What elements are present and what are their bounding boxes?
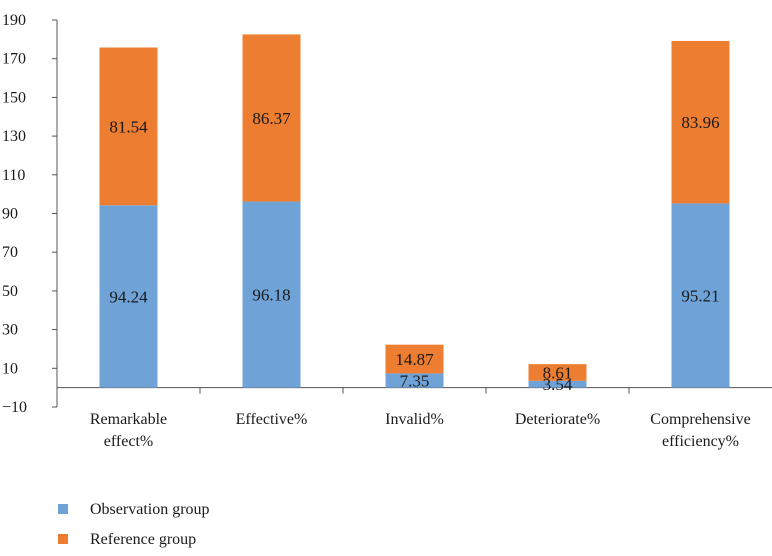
y-tick-label: 90 — [2, 206, 18, 223]
legend-label: Reference group — [90, 531, 196, 548]
y-tick-label: 70 — [2, 244, 18, 261]
legend: Observation group Reference group — [58, 501, 210, 548]
y-tick-label: 30 — [2, 322, 18, 339]
bar-segment-observation — [671, 203, 730, 388]
x-category-label: Remarkable — [90, 411, 167, 428]
data-label: 96.18 — [252, 286, 290, 305]
data-label: 14.87 — [395, 350, 434, 369]
bar-segment-observation — [385, 373, 444, 388]
data-label: 8.61 — [543, 363, 573, 382]
x-category-label: efficiency% — [662, 433, 739, 450]
bar-segment-observation — [242, 201, 301, 388]
y-tick-label: 50 — [2, 283, 18, 300]
data-label: 94.24 — [109, 287, 148, 306]
legend-label: Observation group — [90, 501, 210, 518]
bar-segment-reference — [242, 34, 301, 202]
bar-segment-reference — [385, 344, 444, 374]
data-label: 81.54 — [109, 117, 148, 136]
bar-segment-reference — [99, 47, 158, 206]
bar-segment-observation — [99, 205, 158, 388]
legend-swatch — [58, 504, 68, 514]
bar-segment-reference — [528, 364, 587, 381]
y-tick-label: 110 — [2, 167, 25, 184]
x-category-label: Comprehensive — [650, 411, 750, 428]
axes: −10 10 30 50 70 90 110 130 150 170 190 Remarkable ef… — [2, 12, 772, 450]
y-tick-label: 170 — [2, 51, 26, 68]
legend-swatch — [58, 534, 68, 544]
y-tick-label: 150 — [2, 89, 26, 106]
x-category-label: Invalid% — [385, 411, 444, 428]
bar-segment-observation — [528, 380, 587, 388]
data-label: 7.35 — [400, 372, 430, 391]
y-tick-label: 130 — [2, 128, 26, 145]
y-tick-label: 190 — [2, 12, 26, 29]
y-tick-label: 10 — [2, 360, 18, 377]
data-label: 95.21 — [681, 287, 719, 306]
data-label: 3.54 — [543, 375, 573, 394]
data-label: 83.96 — [681, 113, 719, 132]
x-category-label: Deteriorate% — [515, 411, 600, 428]
bars — [99, 34, 730, 388]
y-tick-label: −10 — [2, 399, 27, 416]
x-category-label: Effective% — [236, 411, 308, 428]
bar-segment-reference — [671, 40, 730, 204]
data-label: 86.37 — [252, 109, 291, 128]
x-category-label: effect% — [104, 433, 153, 450]
value-labels: 94.24 81.54 96.18 86.37 7.35 14.87 3.548.61 95.… — [109, 109, 719, 394]
